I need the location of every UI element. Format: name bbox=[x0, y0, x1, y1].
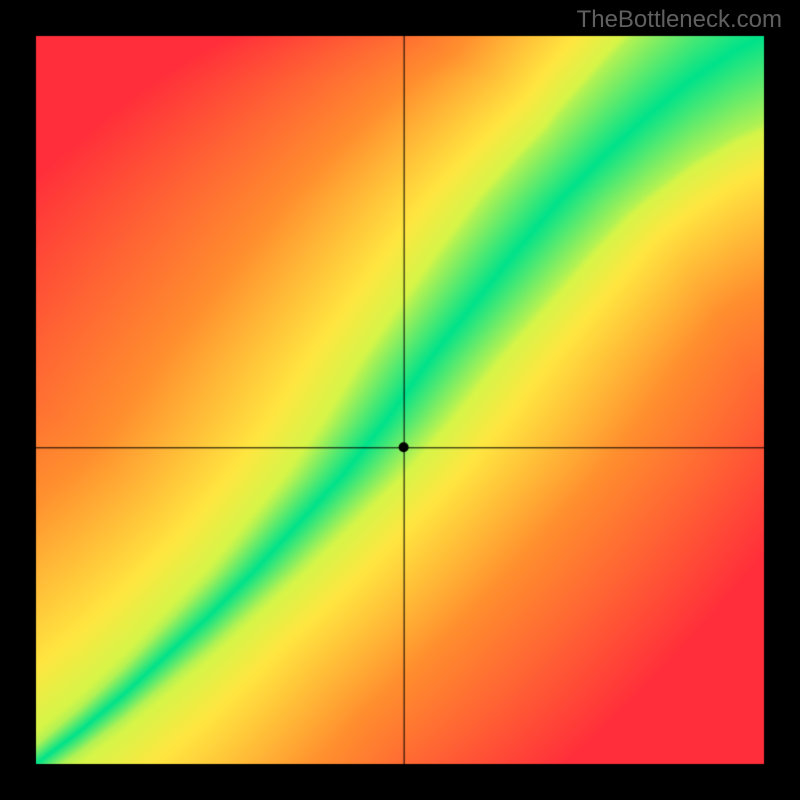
watermark-text: TheBottleneck.com bbox=[577, 6, 782, 34]
bottleneck-heatmap bbox=[0, 0, 800, 800]
chart-container: { "watermark": "TheBottleneck.com", "cha… bbox=[0, 0, 800, 800]
